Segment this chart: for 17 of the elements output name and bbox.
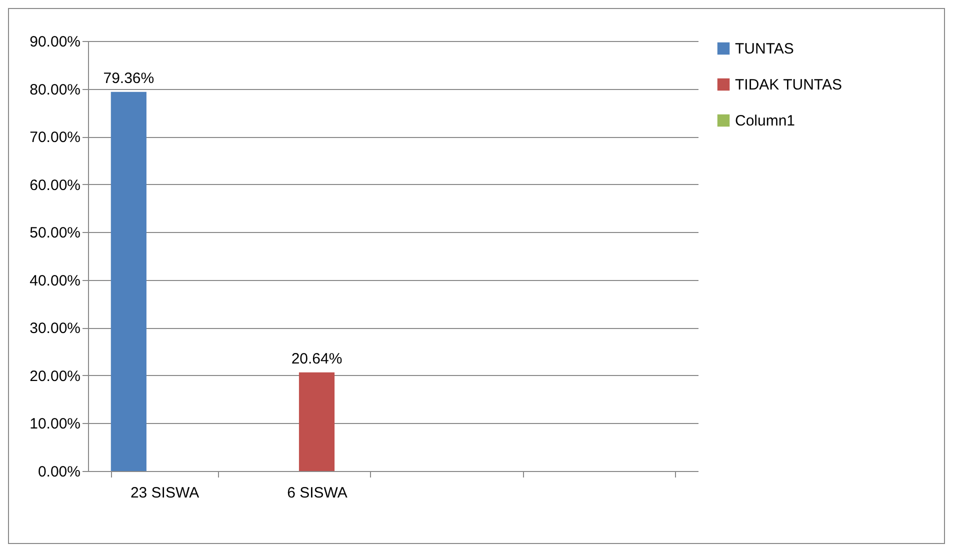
data-label: 79.36% — [103, 70, 154, 87]
y-tick-label: 80.00% — [30, 81, 80, 98]
y-tick-label: 60.00% — [30, 176, 80, 194]
y-tick-label: 40.00% — [30, 272, 80, 290]
y-tick-label: 90.00% — [30, 34, 80, 50]
legend-label: TIDAK TUNTAS — [735, 76, 842, 94]
y-tick-label: 50.00% — [30, 224, 80, 242]
x-tick-label: 6 SISWA — [287, 484, 348, 502]
y-tick-label: 10.00% — [30, 416, 80, 433]
y-tick-label: 20.00% — [30, 368, 80, 385]
legend-label: Column1 — [735, 112, 796, 130]
legend-label: TUNTAS — [735, 40, 794, 58]
x-tick-label: 23 SISWA — [130, 484, 200, 502]
y-tick-label: 70.00% — [30, 129, 80, 146]
y-tick-label: 0.00% — [38, 464, 80, 480]
y-tick-label: 30.00% — [30, 320, 80, 338]
data-label: 20.64% — [291, 350, 342, 368]
